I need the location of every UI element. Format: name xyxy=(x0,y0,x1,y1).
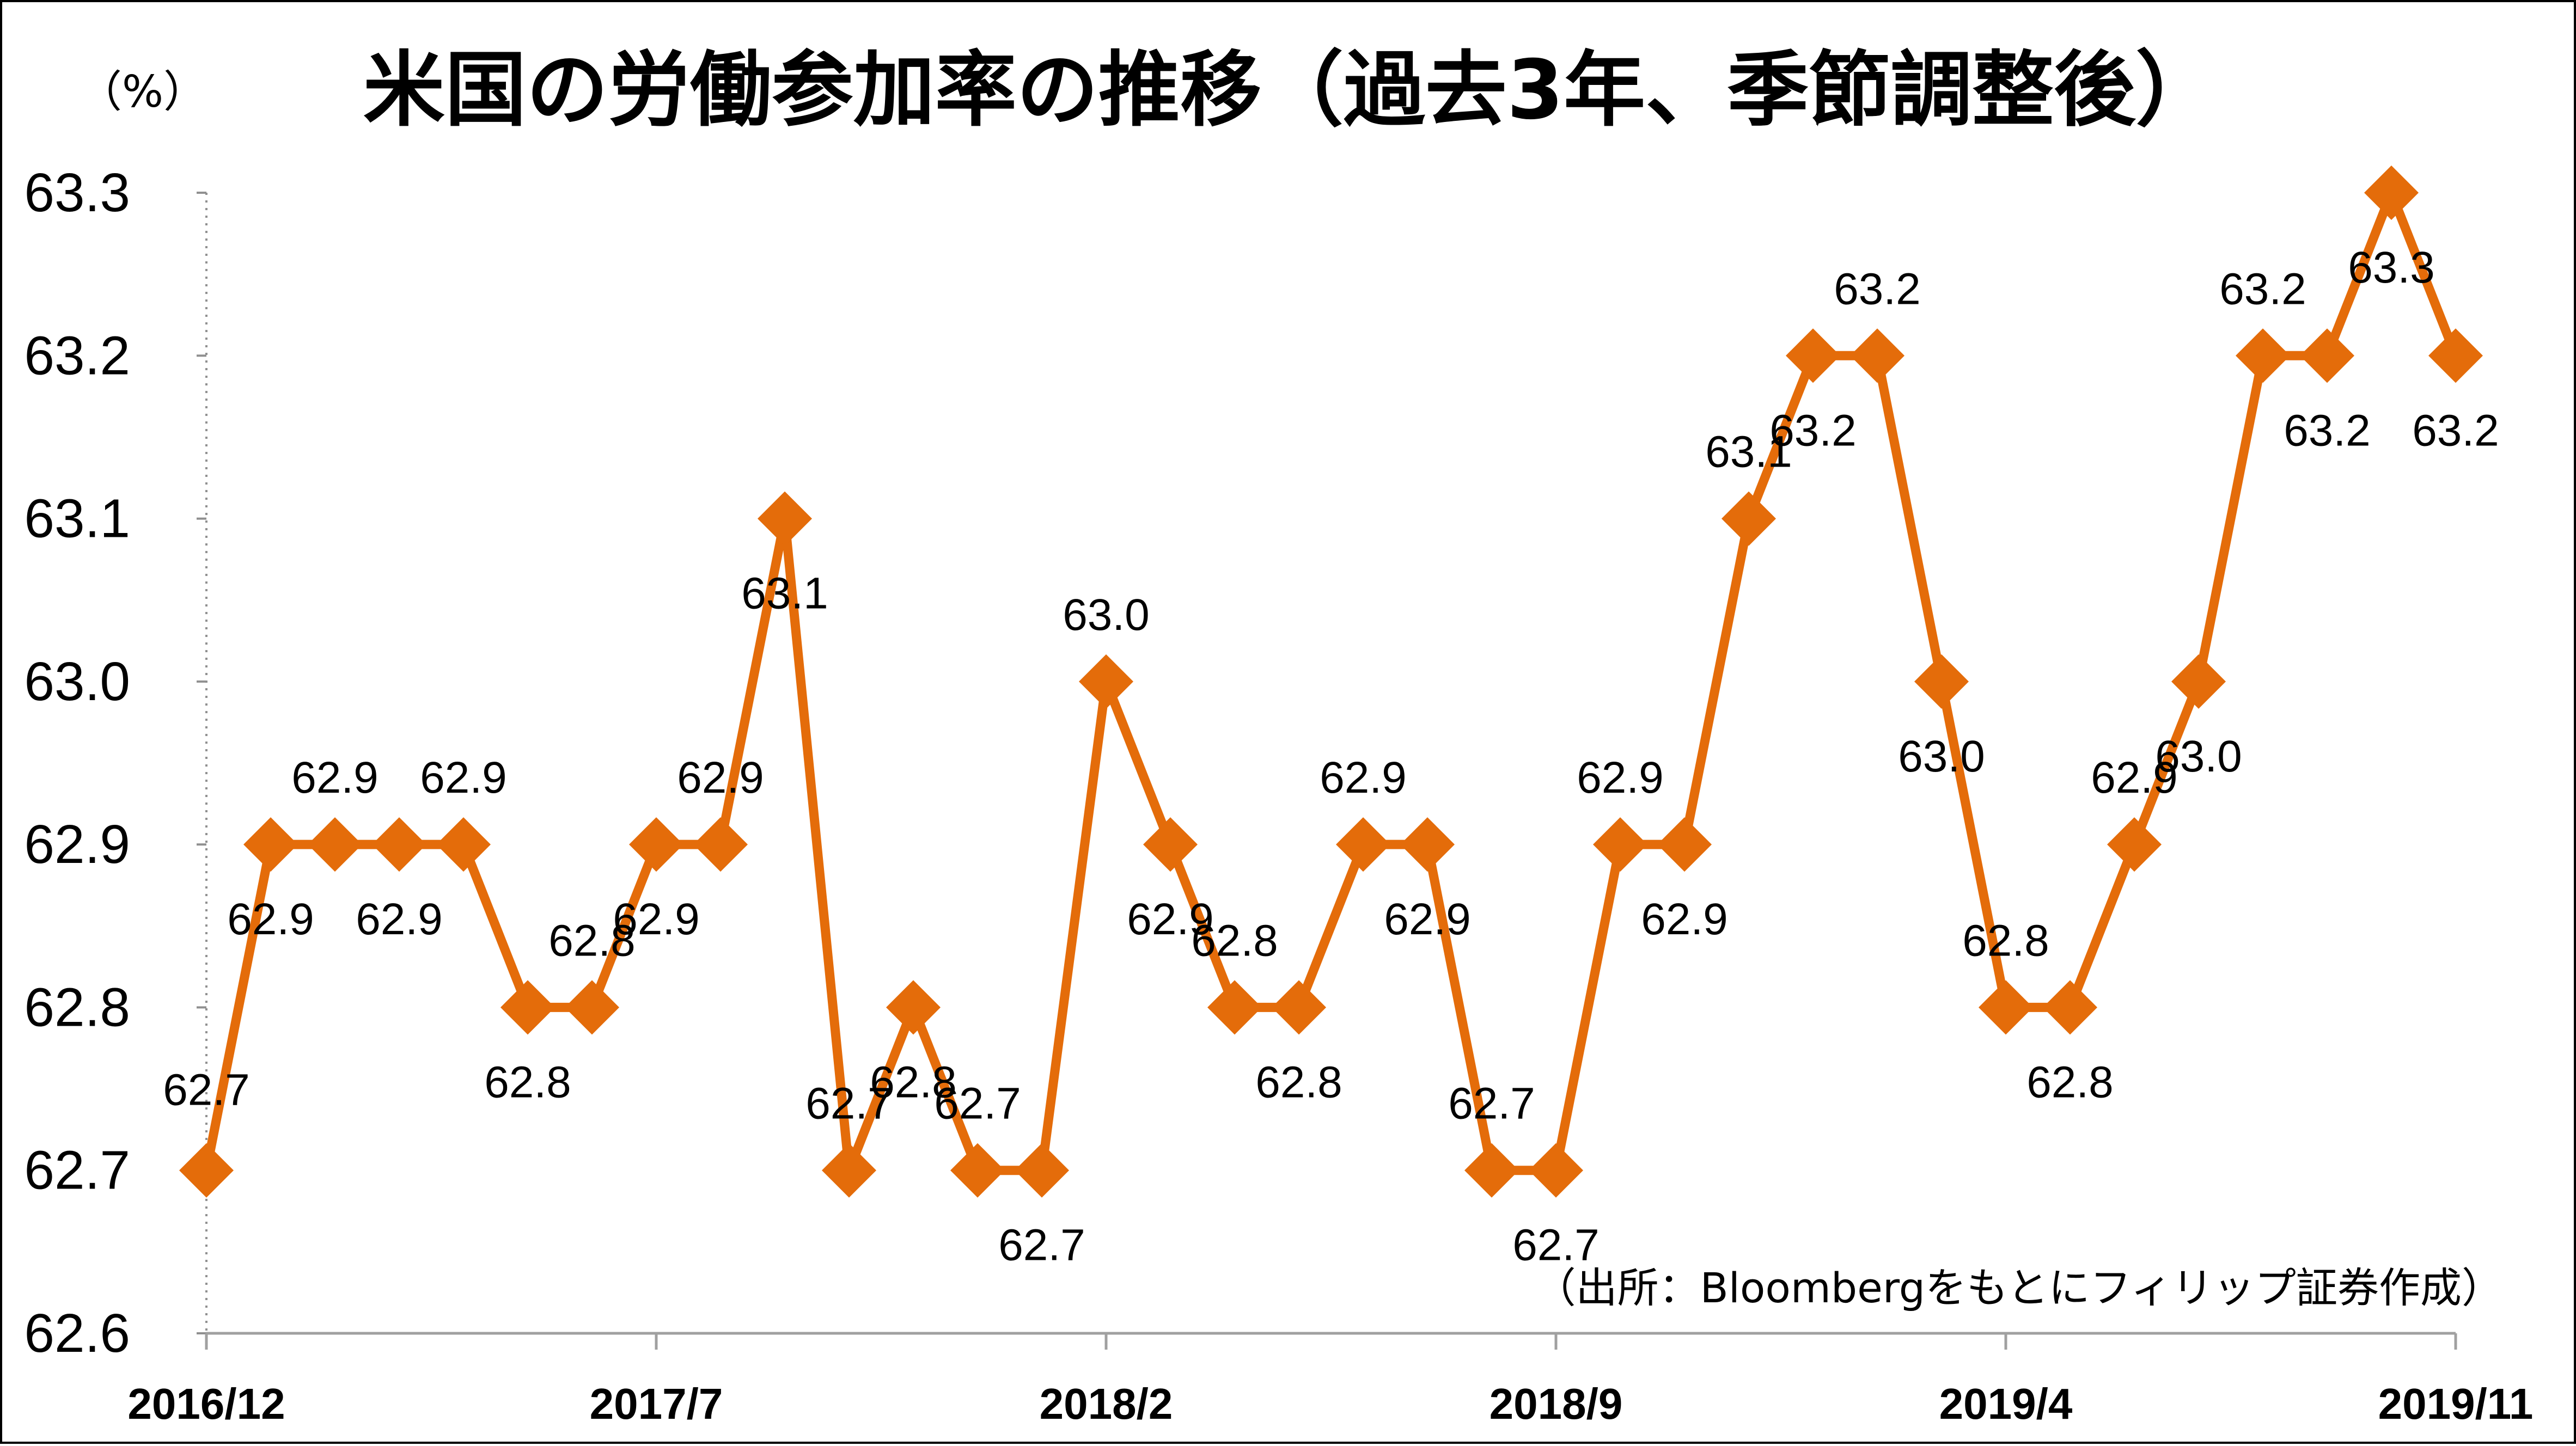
data-label: 62.9 xyxy=(613,894,700,944)
data-label: 63.0 xyxy=(2155,732,2242,781)
data-point-marker xyxy=(1079,654,1133,709)
data-point-marker xyxy=(1850,328,1904,383)
data-label: 63.2 xyxy=(2219,264,2306,314)
y-tick-label: 63.0 xyxy=(24,651,130,712)
source-note: （出所：Bloombergをもとにフィリップ証券作成） xyxy=(1534,1264,2503,1312)
data-label: 62.8 xyxy=(548,916,636,965)
data-label: 62.8 xyxy=(870,1057,957,1107)
y-tick-label: 62.8 xyxy=(24,977,130,1038)
data-label: 62.7 xyxy=(1448,1079,1535,1129)
data-label: 62.9 xyxy=(1641,894,1728,944)
data-point-marker xyxy=(758,491,812,546)
data-label: 62.8 xyxy=(1191,916,1278,965)
data-label: 63.2 xyxy=(2284,406,2371,455)
data-label: 63.1 xyxy=(1705,427,1792,477)
x-tick-label: 2018/9 xyxy=(1490,1380,1623,1428)
data-point-marker xyxy=(1593,817,1647,872)
data-label: 62.9 xyxy=(356,894,443,944)
data-point-marker xyxy=(372,817,426,872)
data-label: 63.0 xyxy=(1063,590,1150,640)
y-tick-label: 62.7 xyxy=(24,1140,130,1201)
data-point-marker xyxy=(243,817,298,872)
x-tick-label: 2019/11 xyxy=(2378,1380,2534,1428)
data-label: 62.8 xyxy=(1255,1057,1342,1107)
data-label: 63.0 xyxy=(1898,732,1985,781)
data-point-marker xyxy=(693,817,748,872)
y-axis-unit-label: （%） xyxy=(78,66,207,117)
data-label: 62.9 xyxy=(677,753,764,802)
data-point-marker xyxy=(2364,166,2419,220)
data-label: 62.7 xyxy=(805,1079,893,1129)
y-tick-label: 62.9 xyxy=(24,814,130,875)
data-label: 62.7 xyxy=(934,1079,1021,1129)
data-point-marker xyxy=(1722,491,1776,546)
data-point-marker xyxy=(950,1143,1005,1198)
data-label: 62.9 xyxy=(1320,753,1407,802)
data-point-marker xyxy=(2236,328,2290,383)
data-label: 63.1 xyxy=(741,569,828,618)
data-label: 63.2 xyxy=(2412,406,2499,455)
data-label: 62.8 xyxy=(2026,1057,2114,1107)
data-point-marker xyxy=(629,817,683,872)
data-point-marker xyxy=(2043,980,2097,1035)
data-point-marker xyxy=(436,817,491,872)
data-point-marker xyxy=(1914,654,1969,709)
series-line xyxy=(202,188,2460,1175)
data-point-marker xyxy=(2428,328,2483,383)
data-label: 62.9 xyxy=(227,894,314,944)
data-point-marker xyxy=(822,1143,876,1198)
data-point-marker xyxy=(1336,817,1390,872)
y-tick-label: 63.2 xyxy=(24,325,130,386)
data-point-marker xyxy=(1272,980,1326,1035)
data-point-marker xyxy=(1015,1143,1069,1198)
data-label: 62.9 xyxy=(420,753,507,802)
data-point-marker xyxy=(1657,817,1712,872)
data-point-marker xyxy=(500,980,555,1035)
data-point-marker xyxy=(2107,817,2162,872)
x-tick-label: 2017/7 xyxy=(590,1380,723,1428)
data-point-marker xyxy=(2300,328,2354,383)
data-label: 63.2 xyxy=(1834,264,1921,314)
data-point-marker xyxy=(1786,328,1840,383)
data-point-marker xyxy=(1143,817,1198,872)
data-point-marker xyxy=(565,980,619,1035)
y-tick-label: 63.3 xyxy=(24,162,130,223)
data-label: 62.7 xyxy=(998,1221,1085,1270)
data-label: 62.8 xyxy=(484,1057,571,1107)
data-point-marker xyxy=(179,1143,234,1198)
data-point-marker xyxy=(1464,1143,1519,1198)
data-point-marker xyxy=(2171,654,2226,709)
x-tick-label: 2018/2 xyxy=(1040,1380,1173,1428)
data-label: 63.2 xyxy=(1769,406,1857,455)
data-label: 62.9 xyxy=(1384,894,1471,944)
data-point-marker xyxy=(1529,1143,1583,1198)
data-label: 62.9 xyxy=(1577,753,1664,802)
x-tick-label: 2016/12 xyxy=(127,1380,285,1428)
data-label: 63.3 xyxy=(2348,243,2435,292)
y-tick-label: 62.6 xyxy=(24,1303,130,1364)
y-tick-label: 63.1 xyxy=(24,488,130,549)
data-label: 62.8 xyxy=(1962,916,2049,965)
data-point-marker xyxy=(1979,980,2033,1035)
data-point-marker xyxy=(308,817,362,872)
chart-title: 米国の労働参加率の推移（過去3年、季節調整後） xyxy=(363,43,2218,138)
data-label: 62.7 xyxy=(1512,1221,1600,1270)
data-label: 62.9 xyxy=(2091,753,2178,802)
data-label: 62.9 xyxy=(291,753,379,802)
data-point-marker xyxy=(1400,817,1455,872)
data-point-marker xyxy=(886,980,941,1035)
data-label: 62.9 xyxy=(1127,894,1214,944)
data-label: 62.7 xyxy=(163,1065,250,1115)
data-point-marker xyxy=(1207,980,1262,1035)
x-tick-label: 2019/4 xyxy=(1939,1380,2073,1428)
